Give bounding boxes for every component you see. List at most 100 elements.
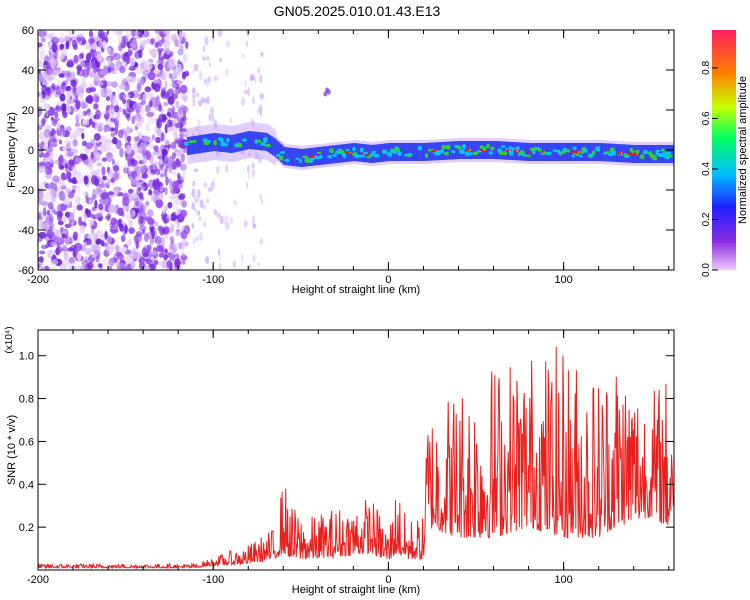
noise-speck — [261, 199, 264, 205]
noise-speck — [259, 74, 263, 84]
band-core — [300, 149, 303, 167]
noise-speck — [40, 197, 45, 203]
noise-speck — [259, 93, 264, 100]
band-core — [653, 145, 657, 163]
noise-speck — [120, 235, 126, 242]
noise-speck — [66, 71, 71, 78]
noise-speck — [142, 145, 147, 154]
noise-speck — [166, 214, 172, 220]
noise-speck — [127, 238, 132, 247]
noise-speck — [243, 89, 249, 95]
noise-speck — [104, 142, 112, 152]
band-hot-spot — [503, 150, 508, 156]
noise-speck — [147, 71, 156, 81]
noise-speck — [154, 221, 159, 227]
noise-speck — [125, 108, 131, 118]
noise-speck — [58, 73, 65, 78]
noise-speck — [91, 59, 96, 70]
noise-speck — [172, 118, 178, 125]
band-core — [379, 144, 382, 162]
noise-speck — [142, 155, 148, 165]
band-core — [198, 135, 201, 154]
noise-speck — [180, 37, 186, 45]
colorbar-tick-label: 0.0 — [701, 263, 712, 277]
band-core — [235, 133, 239, 152]
noise-speck — [123, 164, 128, 175]
noise-speck — [197, 188, 201, 199]
noise-speck — [177, 172, 181, 180]
noise-speck — [108, 204, 116, 214]
band-hot-spot — [522, 153, 527, 157]
noise-speck — [38, 142, 41, 148]
noise-speck — [202, 56, 207, 61]
band-hot-spot — [213, 140, 218, 146]
noise-speck — [225, 163, 229, 174]
noise-speck — [119, 262, 126, 270]
band-hot-spot — [441, 144, 447, 150]
noise-speck — [195, 126, 200, 132]
noise-speck — [68, 237, 73, 245]
band-hot-spot — [310, 157, 316, 161]
noise-speck — [38, 131, 45, 141]
noise-speck — [229, 216, 234, 225]
band-core — [273, 138, 277, 157]
noise-speck — [134, 210, 142, 218]
band-hot-spot — [515, 146, 521, 151]
noise-speck — [57, 210, 63, 218]
band-core — [248, 131, 251, 149]
noise-speck — [140, 100, 146, 106]
band-hot-spot — [439, 149, 446, 154]
noise-speck — [191, 222, 195, 230]
noise-speck — [52, 175, 60, 182]
noise-speck — [163, 254, 168, 260]
noise-speck — [259, 194, 262, 200]
noise-speck — [90, 151, 94, 160]
band-hot-spot — [298, 158, 303, 163]
noise-speck — [139, 204, 146, 214]
noise-speck — [203, 221, 206, 227]
noise-speck — [203, 182, 208, 188]
band-core — [358, 143, 362, 162]
noise-speck — [130, 260, 136, 269]
noise-speck — [254, 78, 257, 83]
noise-speck — [66, 172, 70, 181]
band-core — [387, 143, 390, 162]
noise-speck — [59, 54, 64, 60]
noise-speck — [59, 226, 64, 234]
noise-speck — [196, 210, 201, 216]
band-core — [295, 148, 299, 167]
noise-speck — [244, 79, 247, 88]
noise-speck — [154, 235, 162, 245]
noise-speck — [104, 110, 110, 116]
noise-speck — [41, 84, 48, 94]
noise-speck — [74, 90, 80, 96]
noise-speck — [129, 251, 137, 260]
band-core — [292, 148, 296, 167]
noise-speck — [169, 180, 173, 190]
band-core — [328, 145, 332, 164]
noise-speck — [141, 135, 150, 142]
band-core — [194, 135, 198, 154]
band-hot-spot — [579, 154, 583, 158]
noise-speck — [75, 100, 81, 110]
noise-speck — [178, 194, 185, 201]
spectrogram-xlabel: Height of straight line (km) — [292, 284, 420, 296]
noise-speck — [216, 165, 220, 174]
band-hot-spot — [427, 148, 432, 152]
band-core — [429, 142, 433, 161]
band-hot-spot — [636, 149, 640, 154]
noise-speck — [219, 215, 224, 225]
noise-speck — [163, 41, 171, 49]
band-core — [199, 135, 202, 154]
noise-speck — [163, 30, 171, 35]
noise-speck — [95, 109, 101, 120]
noise-speck — [141, 173, 148, 179]
noise-speck — [158, 261, 162, 267]
noise-speck — [46, 229, 55, 239]
noise-speck — [174, 258, 181, 268]
noise-speck — [204, 157, 207, 163]
noise-speck — [101, 76, 106, 82]
noise-speck — [55, 104, 60, 111]
noise-speck — [46, 209, 51, 216]
noise-speck — [72, 205, 77, 215]
